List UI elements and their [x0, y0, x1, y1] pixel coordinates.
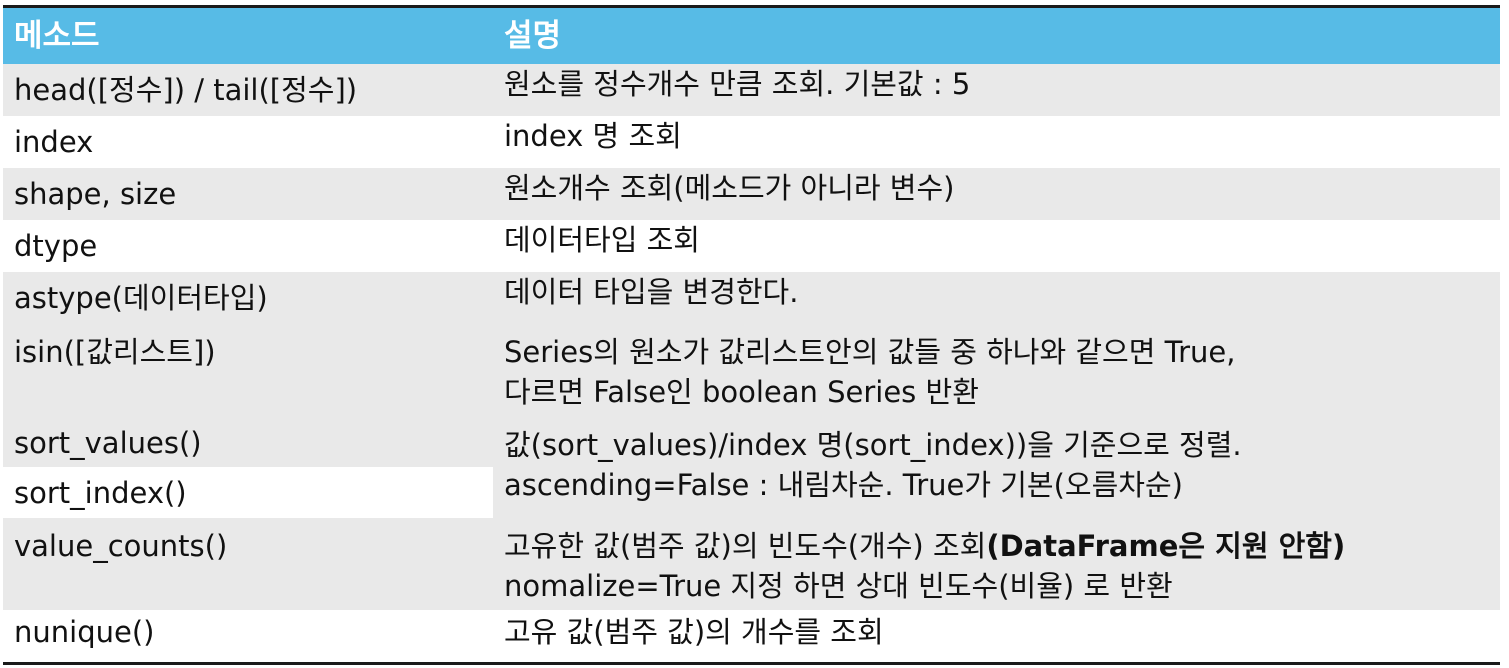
description-cell: 원소개수 조회(메소드가 아니라 변수)	[504, 171, 955, 205]
methods-table: 메소드 설명 head([정수]) / tail([정수]) 원소를 정수개수 …	[3, 5, 1500, 665]
description-cell: Series의 원소가 값리스트안의 값들 중 하나와 같으면 True, 다르…	[493, 324, 1500, 415]
table-row-sort: sort_values() sort_index() 값(sort_values…	[3, 415, 1500, 518]
table-row: shape, size 원소개수 조회(메소드가 아니라 변수)	[3, 168, 1500, 220]
header-description: 설명	[504, 18, 562, 54]
method-cell: isin([값리스트])	[14, 335, 216, 369]
table-row: nunique() 고유 값(범주 값)의 개수를 조회	[3, 610, 1500, 662]
table-row: isin([값리스트]) Series의 원소가 값리스트안의 값들 중 하나와…	[3, 324, 1500, 415]
method-cell: dtype	[14, 229, 98, 263]
description-cell: 고유한 값(범주 값)의 빈도수(개수) 조회(DataFrame은 지원 안함…	[493, 518, 1500, 610]
description-cell: 고유 값(범주 값)의 개수를 조회	[504, 615, 884, 649]
method-cell: sort_values()	[3, 415, 493, 467]
table-header: 메소드 설명	[3, 8, 1500, 64]
description-line: 다르면 False인 boolean Series 반환	[504, 375, 979, 409]
description-line: ascending=False : 내림차순. True가 기본(오름차순)	[504, 468, 1183, 502]
table-row: head([정수]) / tail([정수]) 원소를 정수개수 만큼 조회. …	[3, 64, 1500, 116]
description-line: 고유한 값(범주 값)의 빈도수(개수) 조회(DataFrame은 지원 안함…	[504, 526, 1500, 566]
method-cell: sort_index()	[3, 467, 493, 518]
method-cell: astype(데이터타입)	[14, 281, 268, 315]
table-row: index index 명 조회	[3, 116, 1500, 168]
header-method: 메소드	[14, 18, 100, 54]
description-bold-note: (DataFrame은 지원 안함)	[986, 529, 1346, 563]
method-cell: nunique()	[14, 615, 155, 649]
description-cell: 데이터타입 조회	[504, 223, 700, 257]
description-line: nomalize=True 지정 하면 상대 빈도수(비율) 로 반환	[504, 569, 1173, 603]
method-cell: shape, size	[14, 177, 177, 211]
description-cell: 값(sort_values)/index 명(sort_index))을 기준으…	[493, 415, 1500, 518]
description-line: 값(sort_values)/index 명(sort_index))을 기준으…	[504, 428, 1242, 462]
table-row: dtype 데이터타입 조회	[3, 220, 1500, 272]
description-line: Series의 원소가 값리스트안의 값들 중 하나와 같으면 True,	[504, 335, 1236, 369]
table-row: value_counts() 고유한 값(범주 값)의 빈도수(개수) 조회(D…	[3, 518, 1500, 610]
description-cell: 데이터 타입을 변경한다.	[504, 275, 799, 309]
method-cell: value_counts()	[14, 529, 228, 563]
table-row: astype(데이터타입) 데이터 타입을 변경한다.	[3, 272, 1500, 324]
description-cell: 원소를 정수개수 만큼 조회. 기본값 : 5	[504, 67, 971, 101]
method-cell: head([정수]) / tail([정수])	[14, 73, 358, 107]
method-cell: index	[14, 125, 94, 159]
description-text: 고유한 값(범주 값)의 빈도수(개수) 조회	[504, 529, 987, 563]
description-cell: index 명 조회	[504, 119, 682, 153]
